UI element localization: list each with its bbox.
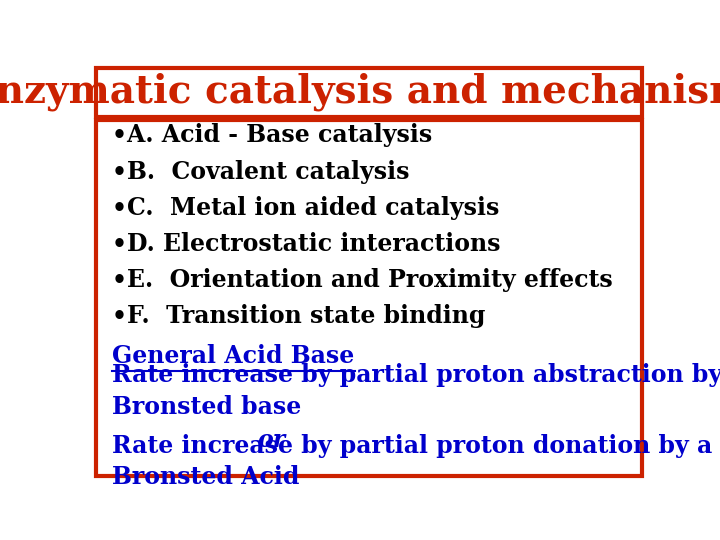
Text: Rate increase by partial proton donation by a
Bronsted Acid: Rate increase by partial proton donation… <box>112 434 713 489</box>
Text: Rate increase by partial proton abstraction by a
Bronsted base: Rate increase by partial proton abstract… <box>112 363 720 419</box>
Text: or: or <box>258 428 286 452</box>
Text: •A. Acid - Base catalysis: •A. Acid - Base catalysis <box>112 124 433 147</box>
Text: General Acid Base: General Acid Base <box>112 344 354 368</box>
FancyBboxPatch shape <box>96 120 642 476</box>
FancyBboxPatch shape <box>96 68 642 117</box>
Text: •C.  Metal ion aided catalysis: •C. Metal ion aided catalysis <box>112 196 500 220</box>
Text: •D. Electrostatic interactions: •D. Electrostatic interactions <box>112 232 501 256</box>
Text: •B.  Covalent catalysis: •B. Covalent catalysis <box>112 160 410 184</box>
Text: •F.  Transition state binding: •F. Transition state binding <box>112 305 486 328</box>
Text: •E.  Orientation and Proximity effects: •E. Orientation and Proximity effects <box>112 268 613 292</box>
Text: Enzymatic catalysis and mechanisms: Enzymatic catalysis and mechanisms <box>0 73 720 111</box>
